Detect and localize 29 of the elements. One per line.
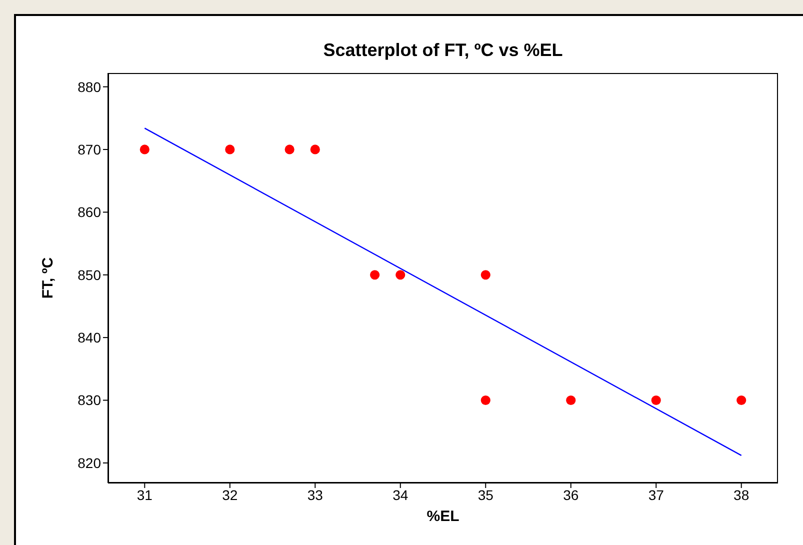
point <box>480 270 490 280</box>
y-tick-label: 870 <box>78 141 102 158</box>
x-axis-title: %EL <box>426 508 460 525</box>
point <box>396 270 406 280</box>
point <box>310 144 320 154</box>
y-tick-label: 850 <box>78 266 102 283</box>
point <box>736 395 746 406</box>
point <box>651 395 661 406</box>
point <box>566 395 576 406</box>
point <box>140 144 150 154</box>
chart-title: Scatterplot of FT, ºC vs %EL <box>322 40 564 61</box>
x-tick-label: 37 <box>648 486 664 503</box>
point <box>284 144 294 154</box>
x-tick-label: 31 <box>136 486 153 503</box>
x-tick-label: 36 <box>563 486 579 503</box>
y-tick-label: 820 <box>78 454 102 471</box>
x-tick-label: 32 <box>222 486 238 503</box>
y-tick-label: 860 <box>78 204 102 220</box>
point <box>370 270 380 280</box>
point <box>480 395 490 406</box>
x-tick-label: 33 <box>307 486 324 503</box>
x-tick-label: 34 <box>392 486 408 503</box>
y-tick-label: 840 <box>78 330 102 346</box>
y-axis-title: FT, ºC <box>40 257 56 299</box>
y-tick-label: 830 <box>78 392 102 408</box>
x-tick-label: 38 <box>734 486 750 503</box>
y-tick-label: 880 <box>78 78 102 95</box>
point <box>225 144 235 154</box>
x-tick-label: 35 <box>478 486 494 503</box>
